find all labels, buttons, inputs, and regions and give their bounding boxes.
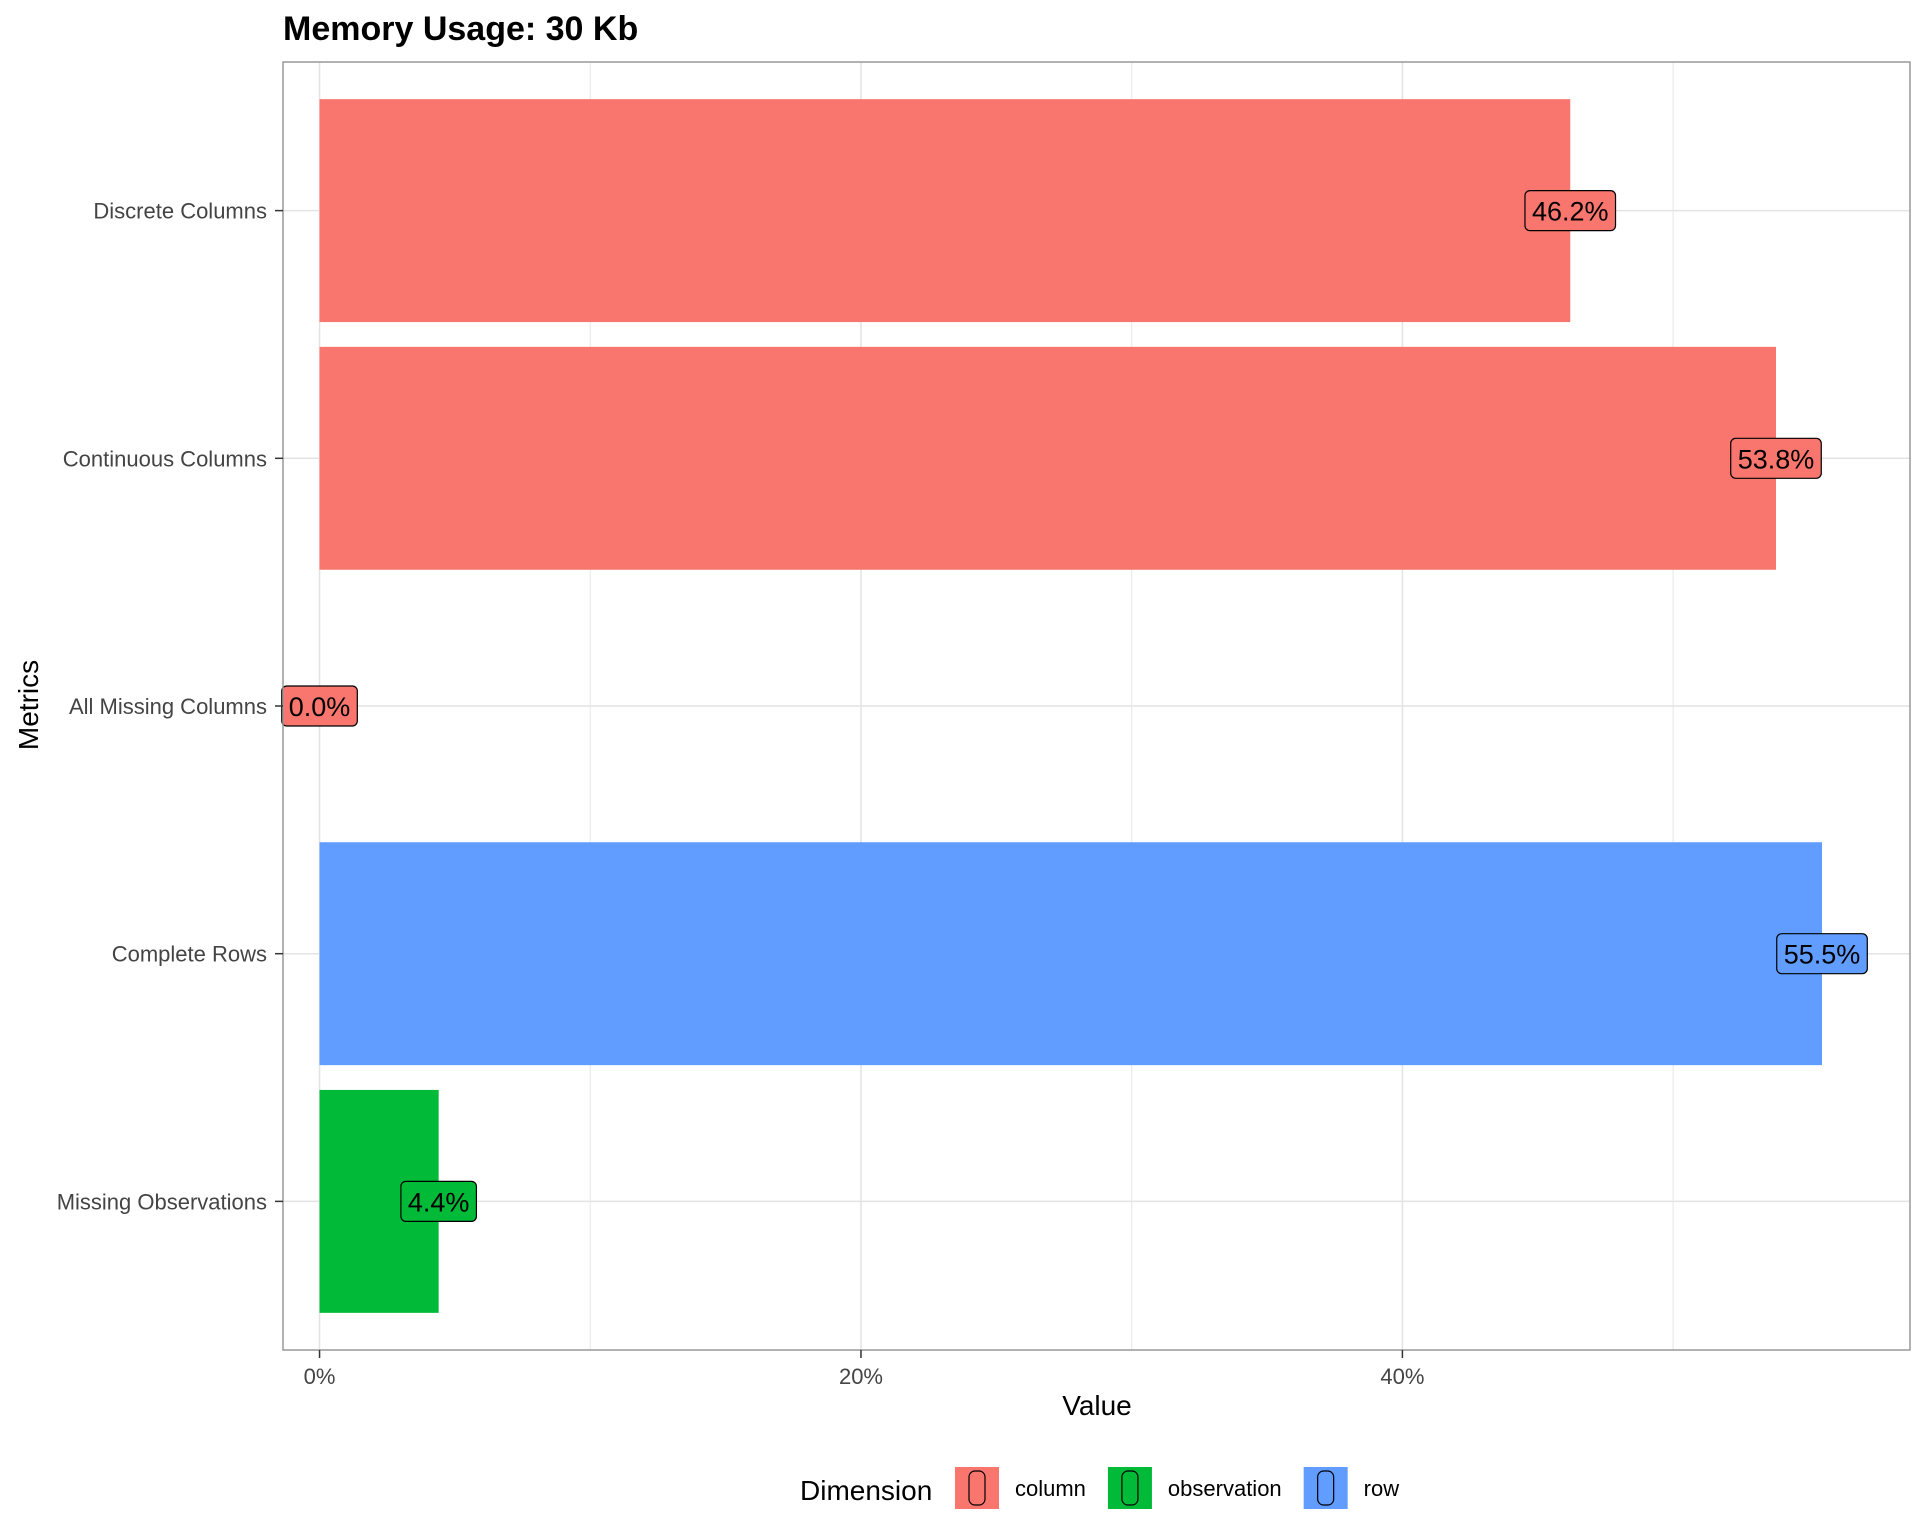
x-axis-title: Value <box>1062 1390 1132 1421</box>
data-label-group: 4.4% <box>400 1180 478 1222</box>
legend-title: Dimension <box>800 1475 932 1506</box>
data-label: 53.8% <box>1738 444 1815 474</box>
bar <box>319 346 1776 570</box>
plot-area: 46.2% 53.8% 0.0% 55.5% 4.4% Discrete Columns C… <box>57 61 1911 1389</box>
data-label: 4.4% <box>408 1187 470 1217</box>
data-label: 55.5% <box>1784 940 1861 970</box>
legend: Dimension column observation row <box>800 1467 1399 1509</box>
data-label: 46.2% <box>1532 197 1609 227</box>
y-tick-label: All Missing Columns <box>69 694 267 719</box>
legend-label: row <box>1364 1476 1400 1501</box>
y-tick-label: Missing Observations <box>57 1189 267 1214</box>
legend-label: column <box>1015 1476 1086 1501</box>
data-label-box <box>400 1180 478 1222</box>
data-label-box <box>1524 190 1617 232</box>
legend-label: observation <box>1168 1476 1282 1501</box>
y-tick-label: Continuous Columns <box>63 446 267 471</box>
data-label: 0.0% <box>289 692 351 722</box>
legend-key-glyph <box>1317 1470 1335 1506</box>
chart-title: Memory Usage: 30 Kb <box>283 10 638 48</box>
y-tick-label: Complete Rows <box>112 942 267 967</box>
data-label-group: 55.5% <box>1776 933 1868 975</box>
data-label-group: 46.2% <box>1524 190 1617 232</box>
y-tick-label: Discrete Columns <box>93 199 267 224</box>
x-tick-label: 0% <box>304 1364 336 1389</box>
x-tick-label: 40% <box>1380 1364 1424 1389</box>
y-axis-title: Metrics <box>13 660 44 750</box>
data-label-box <box>1776 933 1868 975</box>
legend-key-glyph <box>968 1470 986 1506</box>
x-tick-label: 20% <box>839 1364 883 1389</box>
data-label-group: 0.0% <box>281 685 358 727</box>
data-label-group: 53.8% <box>1730 437 1822 479</box>
bar <box>319 99 1571 323</box>
data-label-box <box>1730 437 1822 479</box>
bar <box>319 842 1823 1066</box>
legend-key-glyph <box>1121 1470 1139 1506</box>
